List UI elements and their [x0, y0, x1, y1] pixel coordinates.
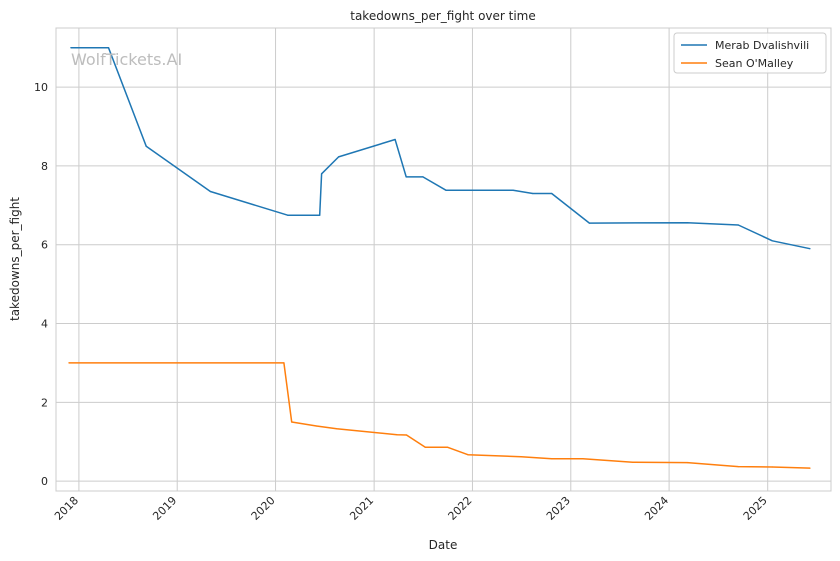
data-point [686, 222, 689, 224]
x-gridlines [78, 28, 769, 491]
legend-box [673, 32, 827, 74]
data-point [632, 461, 634, 463]
y-axis-label: takedowns_per_fight [8, 197, 22, 321]
data-point [445, 189, 447, 191]
y-tick-label: 2 [41, 396, 48, 409]
data-point [424, 446, 426, 448]
data-point [283, 362, 285, 364]
data-point [447, 446, 449, 448]
y-tick-label: 10 [34, 81, 48, 94]
watermark: WolfTickets.AI [71, 50, 182, 69]
data-point [321, 173, 323, 175]
data-point [68, 362, 70, 364]
y-tick-label: 0 [41, 475, 48, 488]
data-point [551, 458, 553, 460]
data-point [686, 462, 689, 464]
data-point [145, 145, 147, 147]
series-layer [68, 46, 811, 469]
plot-frame [55, 27, 832, 492]
y-gridlines [56, 86, 831, 482]
data-point [512, 189, 514, 191]
series-line-1 [70, 46, 811, 250]
y-tick-label: 8 [41, 160, 48, 173]
legend-label-2: Sean O'Malley [715, 57, 794, 70]
data-point [319, 214, 321, 216]
data-point [338, 156, 340, 158]
data-point [737, 466, 739, 468]
data-point [70, 47, 72, 49]
y-tick-label: 6 [41, 239, 48, 252]
data-point [315, 425, 318, 427]
data-point [467, 454, 469, 456]
legend: Merab Dvalishvili Sean O'Malley [673, 32, 827, 74]
plot-area [55, 27, 832, 492]
data-point [771, 240, 773, 242]
data-point [737, 224, 739, 226]
data-point [809, 248, 811, 250]
y-tick-labels: 0 2 4 6 8 10 [34, 81, 48, 488]
data-point [520, 456, 522, 458]
data-point [405, 176, 407, 178]
data-point [422, 176, 424, 178]
legend-label-1: Merab Dvalishvili [715, 39, 809, 52]
plot-background [56, 28, 831, 491]
series-line-2 [68, 362, 811, 469]
chart-title: takedowns_per_fight over time [350, 9, 536, 23]
data-point [532, 192, 534, 195]
data-point [107, 47, 110, 49]
data-point [287, 214, 289, 216]
data-point [209, 190, 211, 193]
data-point [588, 222, 591, 224]
data-point [394, 138, 396, 141]
data-point [405, 434, 408, 436]
data-point [582, 458, 584, 460]
data-point [809, 467, 811, 469]
data-point [336, 428, 338, 430]
x-axis-label: Date [429, 538, 458, 552]
data-point [396, 434, 398, 436]
data-point [291, 421, 293, 423]
y-tick-label: 4 [41, 318, 48, 331]
data-point [771, 466, 773, 468]
data-point [551, 192, 553, 195]
